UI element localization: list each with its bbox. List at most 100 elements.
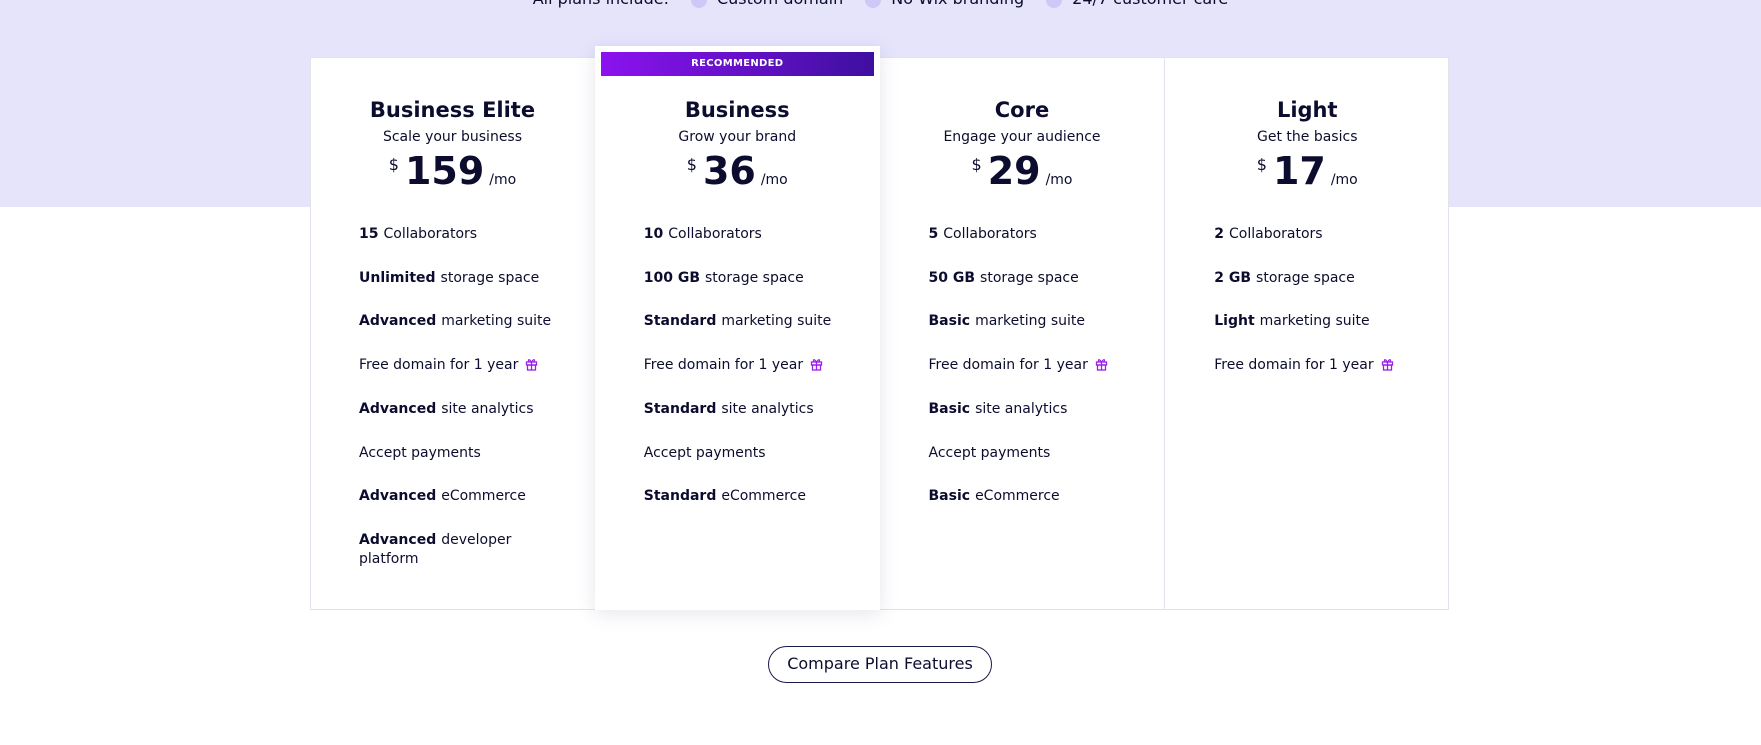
feature-item: Accept payments — [644, 444, 844, 463]
plan-tagline: Grow your brand — [678, 129, 797, 145]
feature-text: eCommerce — [721, 488, 806, 505]
feature-highlight: Basic — [928, 488, 971, 505]
feature-text: storage space — [980, 269, 1079, 286]
feature-highlight: 50 GB — [928, 269, 976, 286]
plan-card: Light Get the basics $17/mo 2 Collaborators 2… — [1164, 57, 1449, 610]
plan-price: $17/mo — [1165, 149, 1449, 193]
feature-highlight: Basic — [928, 313, 971, 330]
feature-item: Basic marketing suite — [929, 312, 1129, 331]
plan-card: Core Engage your audience $29/mo 5 Collabora… — [880, 57, 1165, 610]
feature-item: Standard eCommerce — [644, 487, 844, 506]
feature-highlight: Advanced — [359, 531, 437, 548]
price-amount: 29 — [987, 149, 1041, 193]
feature-text: storage space — [705, 269, 804, 286]
feature-text: site analytics — [721, 400, 814, 417]
includes-title: All plans include: — [533, 0, 669, 8]
include-text: Custom domain — [717, 0, 843, 8]
feature-text: Free domain for 1 year — [359, 357, 519, 374]
include-dot — [1046, 0, 1063, 8]
feature-item: Unlimited storage space — [359, 269, 559, 288]
gift-icon — [525, 358, 538, 377]
includes-bar: All plans include: Custom domain No Wix b… — [0, 0, 1761, 8]
feature-highlight: Standard — [643, 313, 717, 330]
feature-highlight: Unlimited — [359, 269, 436, 286]
price-period: /mo — [489, 172, 517, 188]
feature-item: Advanced developer platform — [359, 531, 559, 569]
feature-item: Light marketing suite — [1214, 312, 1414, 331]
include-item: No Wix branding — [865, 0, 1024, 8]
feature-item: Free domain for 1 year — [1214, 356, 1414, 377]
plan-name: Core — [994, 98, 1050, 122]
plan-card: RECOMMENDED Business Grow your brand $36/mo… — [594, 46, 880, 610]
compare-button[interactable]: Compare Plan Features — [768, 646, 992, 683]
include-item: 24/7 customer care — [1046, 0, 1228, 8]
feature-text: Accept payments — [359, 444, 481, 461]
price-currency: $ — [388, 155, 399, 174]
feature-text: Accept payments — [928, 444, 1051, 461]
feature-text: Accept payments — [643, 444, 766, 461]
include-text: 24/7 customer care — [1072, 0, 1228, 8]
include-dot — [865, 0, 882, 8]
feature-text: Collaborators — [943, 226, 1037, 242]
feature-highlight: Advanced — [359, 313, 437, 330]
plan-price: $36/mo — [595, 149, 880, 193]
feature-highlight: 15 — [359, 226, 379, 242]
feature-item: 50 GB storage space — [929, 269, 1129, 288]
price-currency: $ — [686, 155, 697, 174]
feature-item: Advanced site analytics — [359, 400, 559, 419]
feature-item: Accept payments — [929, 444, 1129, 463]
feature-text: eCommerce — [975, 488, 1060, 505]
feature-highlight: Standard — [643, 400, 717, 417]
feature-text: Collaborators — [383, 226, 478, 242]
feature-highlight: 5 — [928, 226, 939, 242]
include-item: Custom domain — [690, 0, 843, 8]
feature-text: Collaborators — [668, 226, 762, 242]
feature-item: Standard site analytics — [644, 400, 844, 419]
feature-text: Free domain for 1 year — [1214, 357, 1374, 374]
plan-price: $159/mo — [310, 149, 595, 193]
feature-text: marketing suite — [441, 313, 552, 330]
feature-item: Accept payments — [359, 444, 559, 463]
price-period: /mo — [1045, 172, 1073, 188]
feature-text: site analytics — [441, 400, 534, 417]
feature-item: 5 Collaborators — [929, 225, 1129, 244]
feature-highlight: Advanced — [359, 400, 437, 417]
feature-highlight: Basic — [928, 400, 971, 417]
recommended-badge: RECOMMENDED — [600, 52, 874, 76]
plan-name: Business — [684, 98, 790, 122]
feature-highlight: 2 — [1214, 226, 1224, 242]
plan-name: Light — [1276, 98, 1338, 122]
feature-text: storage space — [440, 269, 540, 286]
price-amount: 17 — [1272, 149, 1326, 193]
feature-item: Basic site analytics — [929, 400, 1129, 419]
feature-item: 10 Collaborators — [644, 225, 844, 244]
price-currency: $ — [971, 155, 982, 174]
feature-item: 2 GB storage space — [1214, 269, 1414, 288]
include-text: No Wix branding — [891, 0, 1024, 8]
feature-text: marketing suite — [1259, 313, 1370, 330]
feature-highlight: 100 GB — [643, 269, 701, 286]
feature-highlight: Light — [1214, 313, 1255, 330]
plan-card: Business Elite Scale your business $159/mo… — [310, 57, 595, 610]
feature-text: developer platform — [359, 531, 512, 567]
include-dot — [690, 0, 707, 8]
feature-item: Standard marketing suite — [644, 312, 844, 331]
price-period: /mo — [760, 172, 788, 188]
plan-tagline: Engage your audience — [943, 129, 1101, 145]
feature-item: Advanced marketing suite — [359, 312, 559, 331]
feature-text: site analytics — [975, 400, 1068, 417]
price-amount: 36 — [702, 149, 756, 193]
feature-item: Free domain for 1 year — [359, 356, 559, 377]
feature-item: 100 GB storage space — [644, 269, 844, 288]
feature-item: Advanced eCommerce — [359, 487, 559, 506]
feature-highlight: 2 GB — [1214, 269, 1252, 286]
feature-item: Free domain for 1 year — [929, 356, 1129, 377]
price-amount: 159 — [404, 149, 485, 193]
feature-text: storage space — [1256, 269, 1355, 286]
price-currency: $ — [1256, 155, 1267, 174]
feature-item: Basic eCommerce — [929, 487, 1129, 506]
feature-text: marketing suite — [721, 313, 832, 330]
gift-icon — [1095, 358, 1108, 377]
feature-highlight: Advanced — [359, 488, 437, 505]
